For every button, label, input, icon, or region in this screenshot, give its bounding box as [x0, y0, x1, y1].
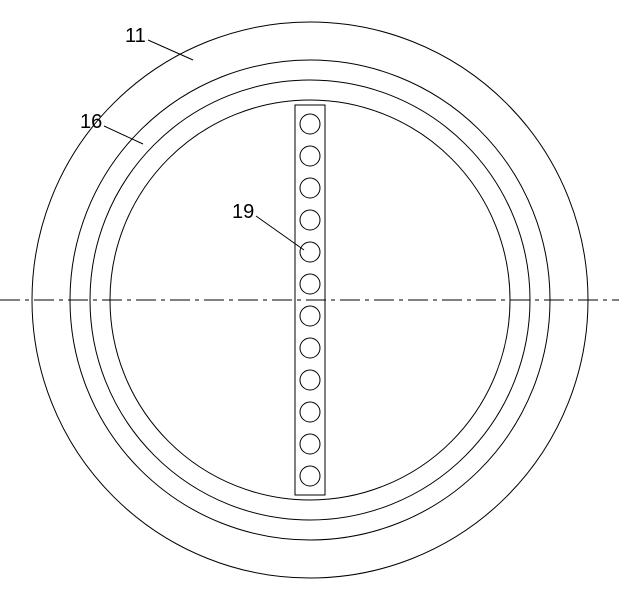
strip-hole: [300, 370, 320, 390]
strip-hole: [300, 178, 320, 198]
strip-hole: [300, 402, 320, 422]
leader-line: [256, 216, 304, 250]
strip-hole: [300, 306, 320, 326]
label-11: 11: [125, 25, 193, 60]
callout-text: 16: [80, 111, 102, 133]
label-16: 16: [80, 111, 143, 144]
leader-line: [104, 126, 143, 144]
strip-hole: [300, 466, 320, 486]
strip-hole: [300, 338, 320, 358]
strip-hole: [300, 434, 320, 454]
strip-hole: [300, 274, 320, 294]
strip-hole: [300, 114, 320, 134]
callout-labels: 11 16 19: [80, 25, 304, 250]
ring-diagram: 11 16 19: [0, 0, 619, 599]
strip-hole: [300, 242, 320, 262]
callout-text: 19: [232, 201, 254, 223]
leader-line: [148, 40, 193, 60]
strip-hole: [300, 146, 320, 166]
label-19: 19: [232, 201, 304, 250]
callout-text: 11: [125, 25, 146, 47]
strip-hole: [300, 210, 320, 230]
